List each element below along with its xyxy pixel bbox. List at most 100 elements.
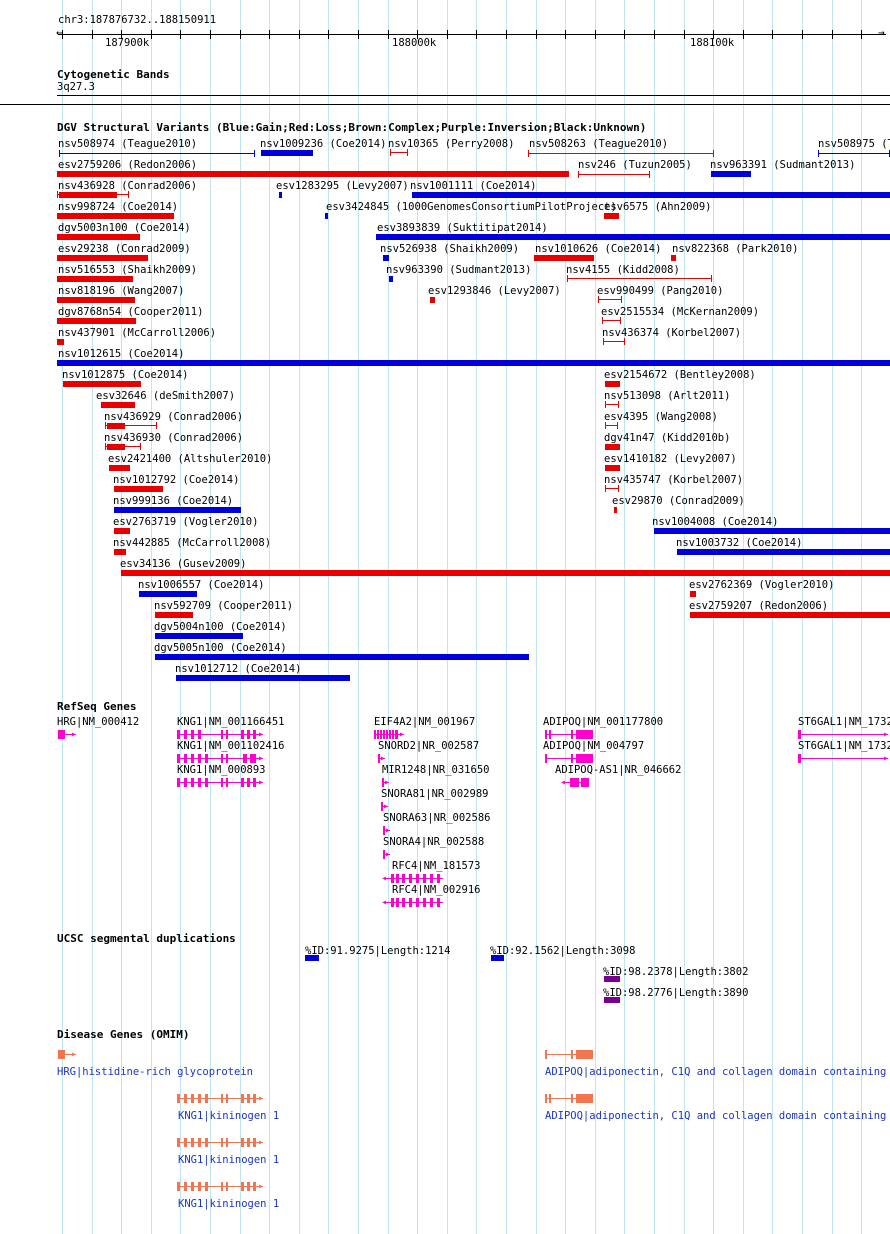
dgv-variant-bar[interactable] xyxy=(107,423,125,429)
dgv-variant-label[interactable]: nsv508974 (Teague2010) xyxy=(58,138,198,150)
dgv-variant-bar[interactable] xyxy=(604,213,619,219)
refseq-gene-model[interactable]: ▸ xyxy=(381,801,389,812)
dgv-variant-bar[interactable] xyxy=(690,612,890,618)
omim-gene-label[interactable]: HRG|histidine-rich glycoprotein xyxy=(57,1066,253,1078)
dgv-variant-bar[interactable] xyxy=(654,528,890,534)
dgv-variant-bar[interactable] xyxy=(114,528,130,534)
dgv-variant-label[interactable]: nsv1009236 (Coe2014) xyxy=(260,138,387,150)
dgv-variant-range[interactable] xyxy=(605,485,619,492)
omim-gene-label[interactable]: ADIPOQ|adiponectin, C1Q and collagen dom… xyxy=(545,1066,887,1078)
segdup-label[interactable]: %ID:92.1562|Length:3098 xyxy=(490,945,636,957)
dgv-variant-bar[interactable] xyxy=(63,381,141,387)
dgv-variant-label[interactable]: esv2759206 (Redon2006) xyxy=(58,159,198,171)
dgv-variant-label[interactable]: nsv513098 (Arlt2011) xyxy=(604,390,731,402)
refseq-gene-model[interactable]: ▸ xyxy=(177,729,264,740)
refseq-gene-model[interactable]: ◂ xyxy=(381,873,443,884)
dgv-variant-label[interactable]: nsv436374 (Korbel2007) xyxy=(602,327,742,339)
dgv-variant-label[interactable]: nsv822368 (Park2010) xyxy=(672,243,799,255)
refseq-gene-model[interactable]: ▸ xyxy=(545,729,594,740)
refseq-gene-model[interactable]: ▸ xyxy=(798,729,889,740)
omim-gene-label[interactable]: KNG1|kininogen 1 xyxy=(178,1154,280,1166)
dgv-variant-label[interactable]: nsv508263 (Teague2010) xyxy=(529,138,669,150)
omim-gene-model[interactable]: ▸ xyxy=(177,1137,264,1148)
dgv-variant-bar[interactable] xyxy=(671,255,676,261)
dgv-variant-label[interactable]: nsv1010626 (Coe2014) xyxy=(535,243,662,255)
dgv-variant-label[interactable]: nsv4155 (Kidd2008) xyxy=(566,264,680,276)
dgv-variant-bar[interactable] xyxy=(155,612,193,618)
dgv-variant-label[interactable]: esv1283295 (Levy2007) xyxy=(276,180,409,192)
dgv-variant-label[interactable]: dgv5003n100 (Coe2014) xyxy=(58,222,191,234)
dgv-variant-bar[interactable] xyxy=(261,150,313,156)
refseq-gene-label[interactable]: SNORA4|NR_002588 xyxy=(383,836,485,848)
dgv-variant-label[interactable]: esv32646 (deSmith2007) xyxy=(96,390,236,402)
dgv-variant-label[interactable]: nsv436928 (Conrad2006) xyxy=(58,180,198,192)
refseq-gene-model[interactable]: ▸ xyxy=(374,729,405,740)
omim-gene-model[interactable]: ▸ xyxy=(177,1181,264,1192)
refseq-gene-model[interactable]: ▸ xyxy=(545,753,594,764)
dgv-variant-label[interactable]: esv4395 (Wang2008) xyxy=(604,411,718,423)
dgv-variant-bar[interactable] xyxy=(389,276,393,282)
refseq-gene-label[interactable]: ADIPOQ|NM_001177800 xyxy=(543,716,664,728)
dgv-variant-bar[interactable] xyxy=(57,318,136,324)
dgv-variant-bar[interactable] xyxy=(57,297,135,303)
refseq-gene-label[interactable]: SNORA81|NR_002989 xyxy=(381,788,489,800)
dgv-variant-label[interactable]: dgv41n47 (Kidd2010b) xyxy=(604,432,731,444)
dgv-variant-bar[interactable] xyxy=(57,360,890,366)
dgv-variant-label[interactable]: nsv818196 (Wang2007) xyxy=(58,285,185,297)
dgv-variant-label[interactable]: nsv1004008 (Coe2014) xyxy=(652,516,779,528)
dgv-variant-label[interactable]: nsv435747 (Korbel2007) xyxy=(604,474,744,486)
refseq-gene-model[interactable]: ◂ xyxy=(560,777,589,788)
dgv-variant-bar[interactable] xyxy=(57,276,133,282)
refseq-gene-label[interactable]: MIR1248|NR_031650 xyxy=(382,764,490,776)
omim-gene-label[interactable]: KNG1|kininogen 1 xyxy=(178,1110,280,1122)
refseq-gene-label[interactable]: KNG1|NM_000893 xyxy=(177,764,266,776)
ruler-left-arrow[interactable]: ← xyxy=(56,26,63,39)
dgv-variant-bar[interactable] xyxy=(383,255,389,261)
refseq-gene-label[interactable]: SNORA63|NR_002586 xyxy=(383,812,491,824)
refseq-gene-label[interactable]: ST6GAL1|NM_173216 xyxy=(798,716,890,728)
refseq-gene-model[interactable]: ▸ xyxy=(378,753,386,764)
dgv-variant-bar[interactable] xyxy=(605,444,620,450)
dgv-variant-label[interactable]: dgv5005n100 (Coe2014) xyxy=(154,642,287,654)
refseq-gene-model[interactable]: ▸ xyxy=(58,729,77,740)
segdup-label[interactable]: %ID:91.9275|Length:1214 xyxy=(305,945,451,957)
dgv-variant-range[interactable] xyxy=(390,149,408,156)
dgv-variant-label[interactable]: esv6575 (Ahn2009) xyxy=(604,201,712,213)
refseq-gene-model[interactable]: ▸ xyxy=(383,825,391,836)
dgv-variant-range[interactable] xyxy=(528,150,714,157)
dgv-variant-label[interactable]: nsv592709 (Cooper2011) xyxy=(154,600,294,612)
dgv-variant-label[interactable]: nsv526938 (Shaikh2009) xyxy=(380,243,520,255)
refseq-gene-label[interactable]: HRG|NM_000412 xyxy=(57,716,140,728)
dgv-variant-range[interactable] xyxy=(603,338,625,345)
segdup-bar[interactable] xyxy=(491,955,504,961)
dgv-variant-bar[interactable] xyxy=(57,234,140,240)
dgv-variant-label[interactable]: nsv516553 (Shaikh2009) xyxy=(58,264,198,276)
refseq-gene-model[interactable]: ▸ xyxy=(382,777,390,788)
dgv-variant-bar[interactable] xyxy=(430,297,435,303)
dgv-variant-label[interactable]: esv29238 (Conrad2009) xyxy=(58,243,191,255)
refseq-gene-label[interactable]: ST6GAL1|NM_173217 xyxy=(798,740,890,752)
dgv-variant-bar[interactable] xyxy=(57,171,569,177)
omim-gene-model[interactable]: ▸ xyxy=(177,1093,264,1104)
dgv-variant-label[interactable]: esv2421400 (Altshuler2010) xyxy=(108,453,273,465)
dgv-variant-label[interactable]: nsv999136 (Coe2014) xyxy=(113,495,234,507)
dgv-variant-label[interactable]: esv29870 (Conrad2009) xyxy=(612,495,745,507)
dgv-variant-range[interactable] xyxy=(105,422,157,429)
dgv-variant-label[interactable]: nsv436930 (Conrad2006) xyxy=(104,432,244,444)
dgv-variant-label[interactable]: esv2763719 (Vogler2010) xyxy=(113,516,259,528)
dgv-variant-bar[interactable] xyxy=(605,465,620,471)
refseq-gene-label[interactable]: ADIPOQ|NM_004797 xyxy=(543,740,645,752)
dgv-variant-label[interactable]: esv3893839 (Suktitipat2014) xyxy=(377,222,548,234)
dgv-variant-bar[interactable] xyxy=(114,549,126,555)
dgv-variant-label[interactable]: esv1410182 (Levy2007) xyxy=(604,453,737,465)
dgv-variant-bar[interactable] xyxy=(690,591,696,597)
omim-gene-label[interactable]: KNG1|kininogen 1 xyxy=(178,1198,280,1210)
dgv-variant-label[interactable]: nsv436929 (Conrad2006) xyxy=(104,411,244,423)
refseq-gene-model[interactable]: ▸ xyxy=(177,777,264,788)
dgv-variant-bar[interactable] xyxy=(139,591,197,597)
segdup-label[interactable]: %ID:98.2378|Length:3802 xyxy=(603,966,749,978)
dgv-variant-label[interactable]: esv2154672 (Bentley2008) xyxy=(604,369,756,381)
dgv-variant-label[interactable]: esv2762369 (Vogler2010) xyxy=(689,579,835,591)
dgv-variant-label[interactable]: nsv442885 (McCarroll2008) xyxy=(113,537,272,549)
dgv-variant-bar[interactable] xyxy=(155,654,529,660)
